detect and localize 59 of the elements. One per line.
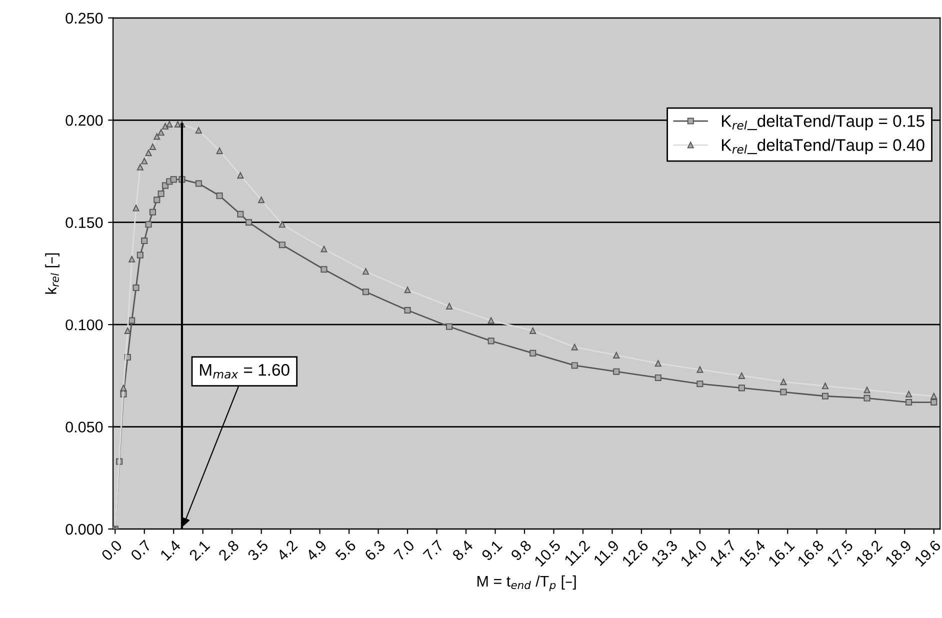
point xyxy=(780,388,787,396)
point xyxy=(195,180,202,187)
point xyxy=(446,323,453,330)
x-tick-label: 2.8 xyxy=(218,539,240,562)
point xyxy=(864,394,870,402)
y-tick-label: 0.000 xyxy=(66,524,103,535)
y-tick-label: 0.250 xyxy=(66,12,103,24)
point xyxy=(738,384,745,392)
legend-label: K$_{rel}$_deltaTend/Taup = 0.15 xyxy=(722,114,924,130)
point xyxy=(571,362,578,369)
point xyxy=(149,208,156,216)
x-tick-label: 1.4 xyxy=(160,539,182,561)
annotation: M$_{max}$ = 1.60 xyxy=(200,364,290,379)
x-tick-label: 16.1 xyxy=(768,540,796,567)
point xyxy=(404,307,411,314)
x-tick-label: 0.7 xyxy=(130,540,152,562)
y-tick-label: 0.150 xyxy=(66,217,103,228)
point xyxy=(246,219,252,226)
x-tick-label: 6.3 xyxy=(364,539,386,562)
x-tick-label: 9.1 xyxy=(481,540,503,562)
point xyxy=(822,392,829,400)
x-tick-label: 11.2 xyxy=(564,540,590,566)
point xyxy=(170,176,177,183)
point xyxy=(128,317,136,324)
point xyxy=(132,284,140,292)
point xyxy=(696,380,704,388)
x-tick-label: 7.0 xyxy=(393,539,416,562)
point xyxy=(613,368,620,375)
point xyxy=(237,210,244,218)
y-tick-label: 0.200 xyxy=(66,115,103,126)
point xyxy=(278,242,286,248)
y-tick-label: 0.050 xyxy=(66,422,103,432)
x-tick-label: 9.8 xyxy=(510,539,532,562)
x-tick-label: 11.9 xyxy=(593,540,620,566)
x-tick-label: 4.2 xyxy=(276,540,298,562)
point xyxy=(320,266,328,273)
x-tick-label: 8.4 xyxy=(452,539,474,562)
x-tick-label: 2.1 xyxy=(188,540,210,562)
point xyxy=(141,237,148,244)
x-tick-label: 4.9 xyxy=(305,540,328,562)
point xyxy=(530,350,536,356)
legend-label: K$_{rel}$_deltaTend/Taup = 0.40 xyxy=(722,138,924,154)
point xyxy=(362,288,370,296)
point xyxy=(136,252,144,258)
point xyxy=(158,190,164,197)
point xyxy=(930,398,938,406)
y-tick-label: 0.100 xyxy=(66,319,103,330)
point xyxy=(654,374,662,381)
point xyxy=(488,338,494,344)
point xyxy=(216,192,223,200)
point xyxy=(906,398,912,406)
point xyxy=(145,221,152,228)
y-axis-title: k$_{rel}$ [–] xyxy=(45,253,60,294)
x-tick-label: 7.7 xyxy=(422,540,444,562)
x-tick-label: 0.0 xyxy=(100,539,123,562)
x-axis-title: M = t$_{end}$ /T$_{p}$ [–] xyxy=(477,575,576,592)
x-tick-label: 5.6 xyxy=(334,539,357,562)
point xyxy=(154,196,160,204)
x-tick-label: 3.5 xyxy=(247,539,269,562)
